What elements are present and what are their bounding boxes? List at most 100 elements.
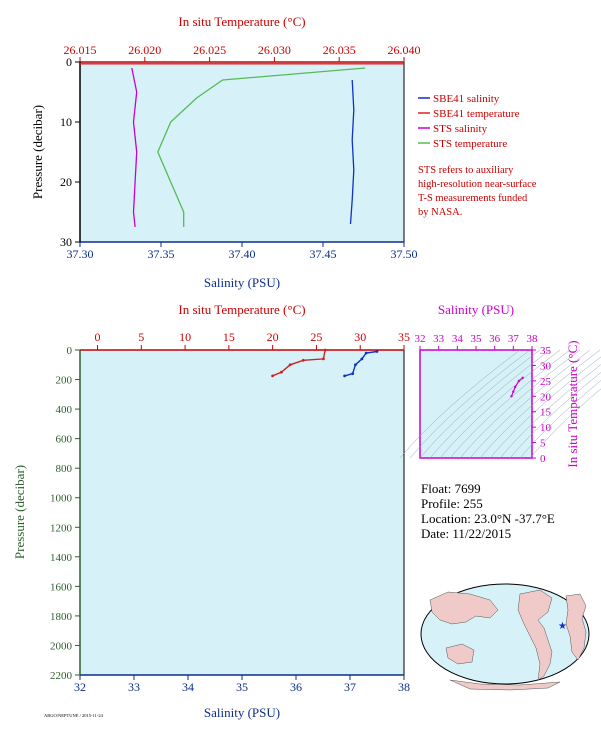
main-temp-axis-tick-label: 20 bbox=[267, 330, 279, 344]
ts-salinity-axis-tick-label: 32 bbox=[415, 333, 426, 345]
ts-temp-axis-tick-label: 0 bbox=[540, 453, 546, 465]
top-pressure-axis-title: Pressure (decibar) bbox=[30, 105, 45, 199]
top-pressure-axis-tick-label: 10 bbox=[60, 115, 72, 129]
top-temp-axis-tick-label: 26.030 bbox=[258, 43, 291, 57]
top-salinity-axis-tick-label: 37.45 bbox=[310, 247, 337, 261]
series-main-temperature-point bbox=[280, 370, 283, 374]
top-temp-axis-title: In situ Temperature (°C) bbox=[178, 14, 305, 29]
series-main-salinity-point bbox=[364, 351, 368, 355]
ts-plot-area bbox=[419, 349, 533, 459]
ts-density-contour bbox=[509, 372, 601, 459]
map-land-europe-africa bbox=[565, 593, 587, 661]
main-pressure-axis-tick-label: 800 bbox=[56, 463, 73, 475]
main-temp-axis-tick-label: 30 bbox=[354, 330, 366, 344]
main-series bbox=[271, 348, 379, 378]
main-pressure-axis-tick-label: 1200 bbox=[50, 522, 73, 534]
main-pressure-axis-tick-label: 400 bbox=[56, 404, 73, 416]
main-temp-axis-tick-label: 0 bbox=[95, 330, 101, 344]
main-salinity-axis-tick-label: 33 bbox=[128, 680, 140, 694]
top-temp-axis-tick-label: 26.035 bbox=[323, 43, 356, 57]
ts-density-contour bbox=[429, 349, 551, 459]
ts-salinity-axis: 32 33 34 35 36 37 38 bbox=[415, 333, 538, 350]
top-temp-axis-tick-label: 26.015 bbox=[64, 43, 97, 57]
main-salinity-axis: 32 33 34 35 36 37 38 bbox=[74, 674, 410, 694]
ts-density-contour bbox=[459, 349, 581, 459]
top-plot-area bbox=[79, 61, 405, 243]
top-pressure-axis-tick-label: 0 bbox=[66, 55, 72, 69]
series-main-temperature bbox=[272, 349, 326, 377]
series-main-temperature-point bbox=[323, 348, 327, 352]
float-id: Float: 7699 bbox=[421, 481, 481, 496]
series-main-salinity-point bbox=[354, 363, 357, 367]
main-salinity-axis-tick-label: 32 bbox=[74, 680, 86, 694]
top-salinity-axis-title: Salinity (PSU) bbox=[204, 275, 280, 290]
map-land-americas bbox=[517, 589, 553, 681]
ts-density-contour bbox=[499, 364, 601, 459]
main-temp-axis: 0 5 10 15 20 25 30 35 bbox=[80, 330, 410, 351]
ts-salinity-axis-tick-label: 33 bbox=[433, 333, 445, 345]
ts-temp-axis-tick-label: 30 bbox=[540, 360, 552, 372]
profile-number: Profile: 255 bbox=[421, 496, 483, 511]
main-temp-axis-tick-label: 10 bbox=[179, 330, 191, 344]
main-pressure-axis-tick-label: 600 bbox=[56, 434, 73, 446]
sts-note-line: by NASA. bbox=[418, 207, 462, 218]
legend-label-sbe41-salinity: SBE41 salinity bbox=[433, 93, 500, 105]
map-land-australia bbox=[445, 643, 475, 665]
ts-series-point bbox=[512, 390, 515, 393]
main-temp-axis-tick-label: 5 bbox=[138, 330, 144, 344]
series-main-temperature-point bbox=[288, 363, 292, 367]
ts-density-contours bbox=[399, 349, 601, 459]
series-main-salinity-point bbox=[375, 350, 379, 353]
main-pressure-axis-tick-label: 200 bbox=[56, 375, 73, 387]
ts-series-point bbox=[510, 395, 513, 398]
footer-label: ARGO/NEPTUNE / 2015-11-24 bbox=[44, 713, 104, 718]
top-temp-axis-tick-label: 26.020 bbox=[128, 43, 161, 57]
ts-density-contour bbox=[449, 349, 571, 459]
ts-density-contour bbox=[529, 388, 601, 459]
sts-note-line: T-S measurements funded bbox=[418, 193, 528, 204]
main-temp-axis-tick-label: 15 bbox=[223, 330, 235, 344]
ts-salinity-axis-tick-label: 36 bbox=[489, 333, 501, 345]
ts-temp-axis-tick-label: 5 bbox=[540, 438, 546, 450]
top-series bbox=[80, 63, 404, 228]
main-salinity-axis-tick-label: 38 bbox=[398, 680, 410, 694]
ts-temp-axis: 0 5 10 15 20 25 30 35 bbox=[532, 345, 552, 465]
ts-density-contour bbox=[479, 349, 601, 459]
main-salinity-axis-tick-label: 37 bbox=[344, 680, 356, 694]
legend-label-sts-temperature: STS temperature bbox=[433, 138, 507, 150]
main-pressure-axis-title: Pressure (decibar) bbox=[12, 465, 27, 559]
map-land-antarctica bbox=[449, 679, 561, 691]
top-salinity-axis-tick-label: 37.30 bbox=[67, 247, 94, 261]
top-pressure-axis-tick-label: 20 bbox=[60, 175, 72, 189]
ts-temp-axis-tick-label: 15 bbox=[540, 407, 552, 419]
ts-density-contour bbox=[469, 349, 591, 459]
date: Date: 11/22/2015 bbox=[421, 526, 511, 541]
series-main-temperature-point bbox=[301, 358, 305, 362]
ts-temp-axis-tick-label: 20 bbox=[540, 391, 552, 403]
ts-temp-axis-tick-label: 25 bbox=[540, 376, 552, 388]
main-pressure-axis-tick-label: 0 bbox=[67, 345, 73, 357]
main-temp-axis-tick-label: 35 bbox=[398, 330, 410, 344]
location: Location: 23.0°N -37.7°E bbox=[421, 511, 555, 526]
main-pressure-axis-tick-label: 1000 bbox=[50, 493, 73, 505]
sts-note-line: high-resolution near-surface bbox=[418, 179, 537, 190]
series-sts-temperature bbox=[157, 67, 366, 227]
map-land-asia bbox=[429, 591, 499, 625]
main-pressure-axis-tick-label: 1600 bbox=[50, 581, 73, 593]
ts-series bbox=[510, 376, 524, 398]
top-panel: In situ Temperature (°C) 26.015 26.020 26.… bbox=[30, 14, 537, 290]
ts-series-point bbox=[517, 379, 521, 383]
main-salinity-axis-tick-label: 36 bbox=[290, 680, 302, 694]
main-pressure-axis-tick-label: 2000 bbox=[50, 640, 73, 652]
ts-salinity-axis-tick-label: 37 bbox=[508, 333, 520, 345]
world-map: ★ bbox=[420, 583, 590, 691]
main-temp-axis-tick-label: 25 bbox=[310, 330, 322, 344]
top-salinity-axis-tick-label: 37.40 bbox=[229, 247, 256, 261]
ts-panel: Salinity (PSU) In situ Temperature (°C) … bbox=[399, 302, 601, 468]
top-pressure-axis: 0 10 20 30 bbox=[60, 55, 81, 249]
ts-density-contour bbox=[489, 356, 601, 459]
main-plot-area bbox=[79, 349, 405, 676]
series-main-temperature-point bbox=[271, 374, 274, 378]
ts-density-contour bbox=[399, 349, 521, 459]
